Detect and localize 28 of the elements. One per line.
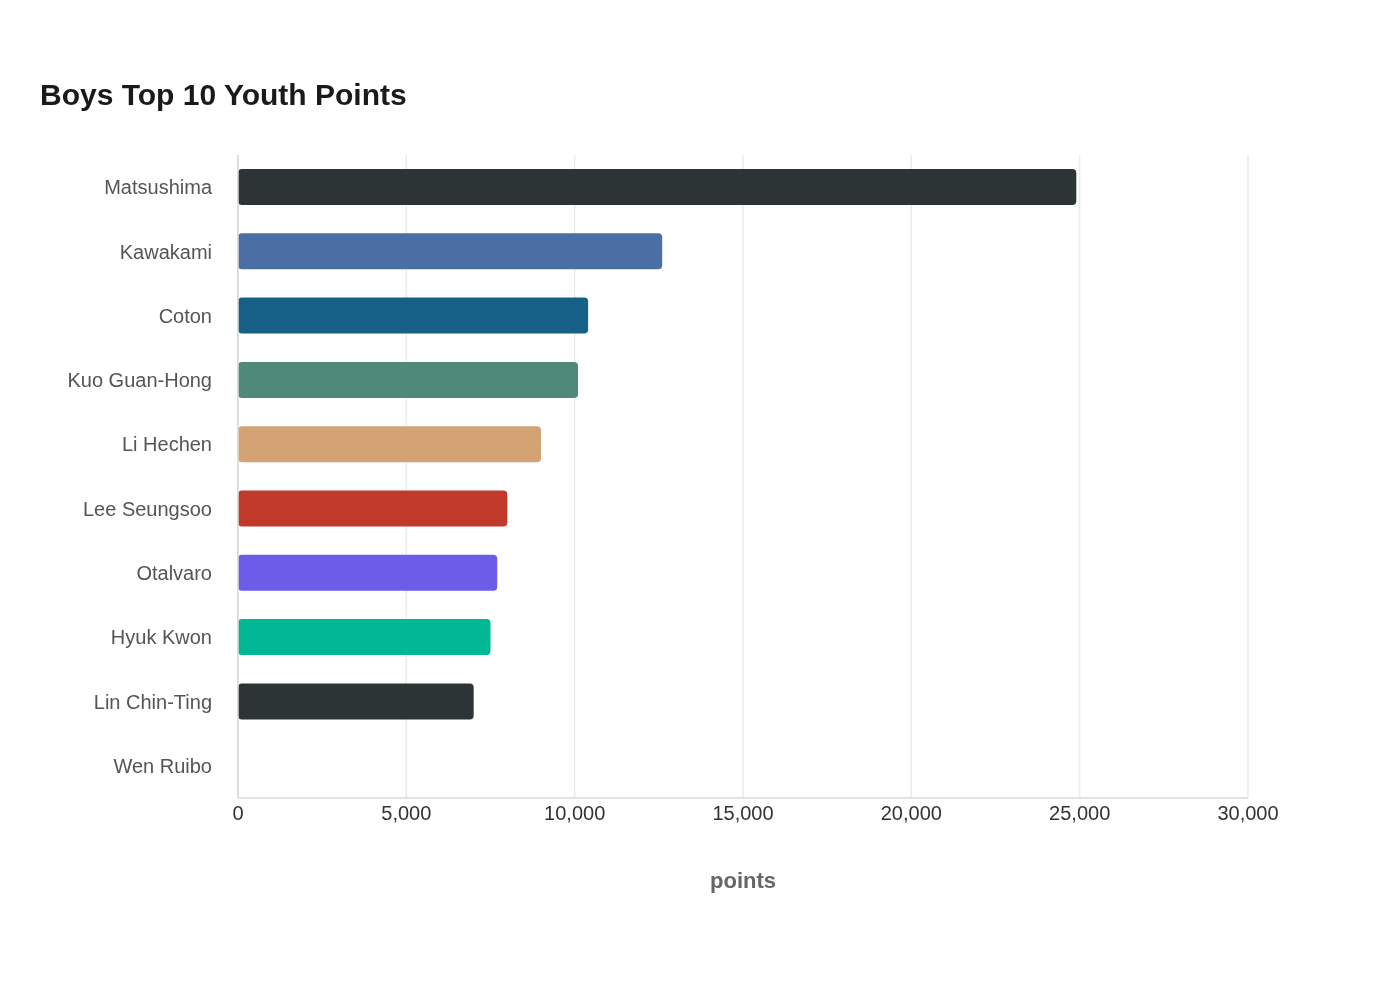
- x-tick-label: 10,000: [544, 802, 606, 825]
- x-tick-label: 5,000: [381, 802, 432, 825]
- y-tick-label: Li Hechen: [121, 433, 212, 456]
- y-tick-label: Hyuk Kwon: [110, 626, 212, 649]
- bar: [238, 233, 663, 270]
- x-tick-label: 0: [232, 802, 244, 825]
- y-tick-label: Kuo Guan-Hong: [67, 369, 212, 392]
- y-tick-label: Coton: [158, 304, 212, 327]
- y-tick-label: Kawakami: [119, 240, 212, 263]
- x-tick-label: 30,000: [1217, 802, 1279, 825]
- x-axis-title: points: [710, 868, 776, 893]
- y-tick-label: Lee Seungsoo: [82, 497, 212, 520]
- bar: [238, 619, 491, 656]
- x-tick-label: 25,000: [1049, 802, 1111, 825]
- chart-title: Boys Top 10 Youth Points: [40, 78, 407, 112]
- bar: [238, 297, 589, 334]
- x-tick-label: 15,000: [712, 802, 774, 825]
- y-tick-label: Wen Ruibo: [113, 754, 212, 777]
- y-tick-label: Otalvaro: [136, 562, 212, 585]
- y-tick-label: Matsushima: [104, 176, 213, 199]
- bar: [238, 426, 541, 463]
- bar: [238, 361, 579, 398]
- bar: [238, 490, 508, 527]
- y-tick-label: Lin Chin-Ting: [93, 690, 212, 713]
- bar: [238, 554, 498, 591]
- x-tick-label: 20,000: [880, 802, 942, 825]
- bar: [238, 169, 1077, 205]
- bar: [238, 683, 474, 720]
